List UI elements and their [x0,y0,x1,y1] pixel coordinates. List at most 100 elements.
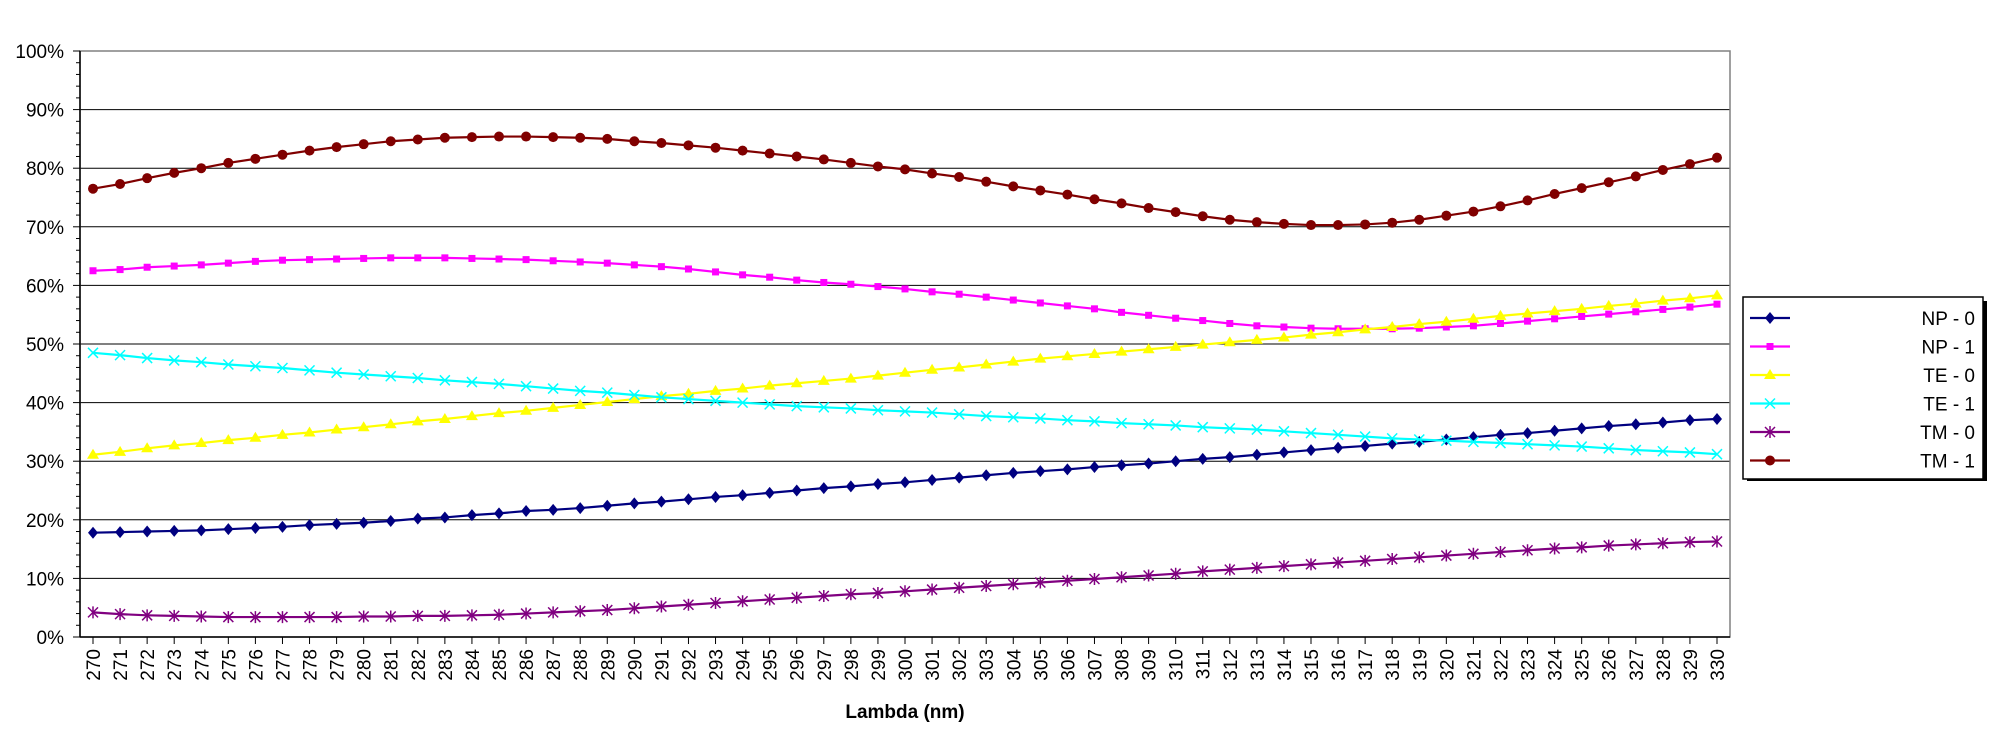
series-np-1 [89,254,1721,333]
legend-marker [1764,369,1776,379]
data-point [737,595,749,608]
x-tick-label: 285 [490,649,511,681]
data-point [1440,315,1453,326]
data-point [520,380,532,392]
data-point [276,428,289,439]
data-point [710,490,721,503]
x-tick-label: 296 [788,649,809,681]
data-point [764,398,776,410]
data-point [901,285,909,293]
y-tick-label: 10% [26,569,64,590]
data-point [1143,457,1154,470]
data-point [521,131,532,142]
data-point [629,136,640,147]
data-point [224,259,232,267]
data-point [115,179,126,190]
data-point [1034,412,1046,424]
data-point [142,173,153,184]
data-point [818,154,829,165]
data-point [520,607,532,620]
data-point [358,139,369,150]
x-tick-label: 313 [1248,649,1269,681]
data-point [1576,441,1588,453]
data-point [1684,414,1695,427]
legend-label: NP - 0 [1921,309,1975,330]
x-tick-label: 312 [1221,649,1242,681]
data-point [1088,572,1101,585]
data-point [465,410,478,421]
data-point [1090,305,1098,313]
data-point [1061,414,1073,426]
data-point [1251,561,1263,574]
data-point [468,254,476,262]
data-point [385,610,397,623]
x-tick-label: 292 [679,649,700,681]
data-point [1143,418,1155,430]
data-point [1196,338,1209,349]
data-point [575,132,586,143]
y-tick-label: 30% [26,452,64,473]
x-tick-label: 283 [436,649,457,681]
data-point [168,439,181,450]
data-point [170,262,178,270]
data-point [1170,419,1182,431]
data-point [547,606,559,619]
data-point [1143,203,1154,214]
data-point [1413,433,1425,446]
data-point [629,497,640,510]
data-point [222,434,235,445]
data-point [1008,466,1019,479]
data-point [495,255,503,263]
data-point [87,448,99,459]
x-tick-label: 317 [1356,649,1377,681]
data-point [438,413,451,424]
data-point [682,393,694,405]
data-point [196,524,207,537]
data-point [1630,171,1641,182]
x-tick-label: 304 [1004,649,1025,681]
data-point [1197,211,1208,222]
data-point [1035,185,1046,196]
data-point [141,609,153,622]
data-point [1684,446,1696,458]
data-point [304,519,315,532]
data-point [385,514,396,527]
data-point [683,140,694,151]
data-point [1360,439,1371,452]
data-point [764,593,776,606]
data-point [115,526,126,539]
data-point [1575,302,1588,313]
y-tick-label: 0% [37,628,65,649]
series-te-1 [87,347,1723,460]
x-tick-label: 327 [1627,649,1648,681]
data-point [222,358,234,371]
x-tick-label: 300 [896,649,917,681]
x-tick-label: 288 [571,649,592,681]
data-point [223,157,234,168]
data-point [141,442,154,453]
y-tick-label: 80% [26,159,64,180]
data-point [493,378,505,390]
data-point [88,183,98,194]
data-point [1223,336,1236,347]
data-point [1062,463,1073,476]
x-tick-label: 305 [1031,649,1052,681]
x-tick-label: 289 [598,649,619,681]
data-point [1495,201,1506,212]
legend: NP - 0 NP - 1 TE - 0 TE - 1 TM - 0 TM - 1 [1742,296,1987,481]
data-point [547,383,559,395]
x-tick-label: 279 [328,649,349,681]
data-point [791,484,802,497]
data-point [222,611,234,624]
data-point [276,611,288,624]
data-point [684,265,692,273]
data-point [1603,420,1614,433]
x-tick-label: 286 [517,649,538,681]
data-point [766,273,774,281]
data-point [1522,427,1533,440]
data-point [1603,442,1615,454]
data-point [493,608,505,621]
legend-item: TM - 1 [1750,452,1975,473]
data-point [358,610,370,623]
data-point [709,384,722,395]
